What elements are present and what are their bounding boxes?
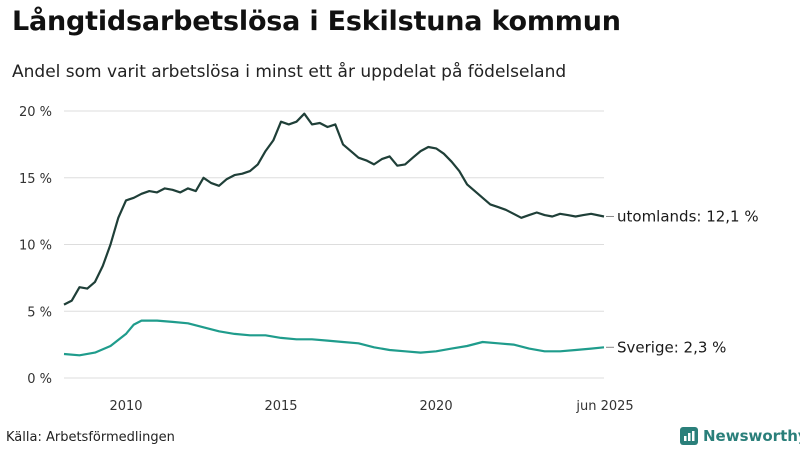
y-tick-label: 20 % — [19, 105, 52, 120]
newsworthy-logo: Newsworthy — [680, 427, 800, 445]
y-tick-label: 0 % — [27, 372, 52, 387]
x-tick-label: 2015 — [264, 399, 297, 414]
x-tick-label: 2020 — [420, 399, 453, 414]
source-note: Källa: Arbetsförmedlingen — [6, 430, 175, 445]
y-tick-label: 15 % — [19, 172, 52, 187]
chart-title: Långtidsarbetslösa i Eskilstuna kommun — [12, 6, 621, 37]
series-line-utomlands — [63, 112, 605, 306]
series-line-sverige — [63, 319, 605, 357]
x-tick-label: jun 2025 — [575, 399, 633, 414]
brand-name: Newsworthy — [703, 427, 800, 445]
bar-chart-icon — [680, 427, 698, 445]
x-tick-label: 2010 — [109, 399, 142, 414]
series-end-label-utomlands: utomlands: 12,1 % — [617, 207, 759, 225]
chart-subtitle: Andel som varit arbetslösa i minst ett å… — [12, 62, 567, 82]
y-tick-label: 5 % — [27, 305, 52, 320]
y-tick-label: 10 % — [19, 239, 52, 254]
series-end-label-sverige: Sverige: 2,3 % — [617, 338, 726, 356]
